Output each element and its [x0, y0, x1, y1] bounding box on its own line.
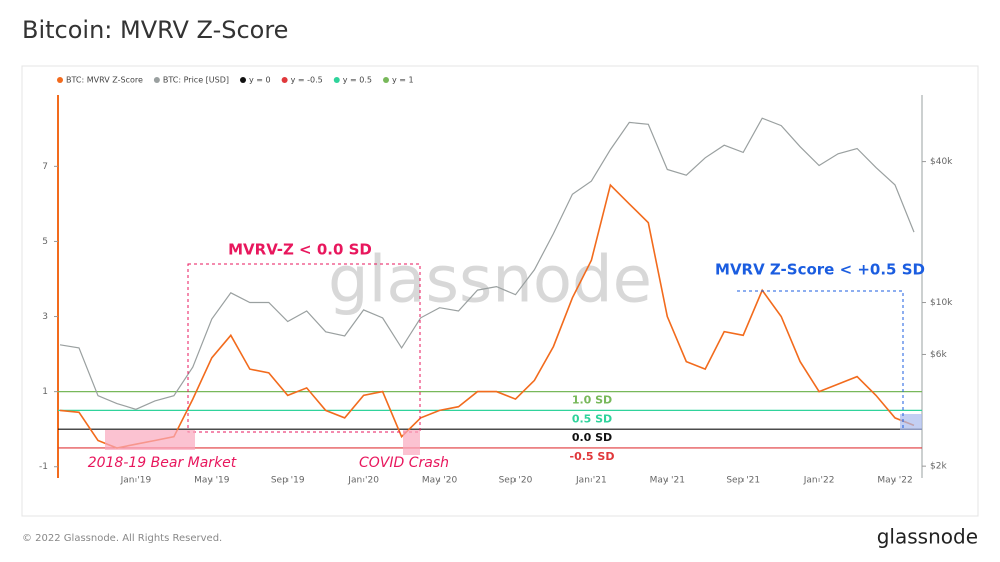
- plot-area: -1 1 3 5 7 $2k $6k $10k $40k Jan '19 May '19 Sep '1…: [39, 76, 953, 486]
- annotation: 2018-19 Bear Market: [88, 455, 237, 471]
- y-tick-label: 7: [42, 162, 48, 172]
- legend-label: y = -0.5: [291, 76, 323, 85]
- x-tick-label: May '21: [650, 476, 685, 486]
- reference-label: 1.0 SD: [572, 394, 612, 407]
- x-tick-label: May '19: [194, 476, 230, 486]
- logo: glassnode: [877, 525, 978, 549]
- y-tick-label: -1: [39, 462, 48, 472]
- reference-label: 0.0 SD: [572, 431, 612, 444]
- series-line: [59, 183, 915, 449]
- annotation-box: [737, 290, 904, 428]
- annotation: MVRV Z-Score < +0.5 SD: [715, 261, 925, 279]
- legend-marker: [240, 77, 246, 83]
- y2-tick-label: $2k: [930, 462, 947, 472]
- y-tick-label: 5: [42, 237, 48, 247]
- legend-marker: [383, 77, 390, 83]
- y2-tick-label: $10k: [930, 298, 953, 308]
- reference-label: -0.5 SD: [570, 450, 615, 463]
- x-tick-label: Jan '22: [803, 476, 835, 486]
- x-tick-label: Sep '19: [271, 476, 305, 486]
- legend-marker: [57, 77, 63, 83]
- reference-label: 0.5 SD: [572, 412, 612, 425]
- highlight: [900, 414, 922, 430]
- legend-label: BTC: Price [USD]: [163, 76, 229, 85]
- legend-label: BTC: MVRV Z-Score: [66, 76, 143, 85]
- x-tick-label: May '20: [422, 476, 458, 486]
- page-title: Bitcoin: MVRV Z-Score: [22, 16, 288, 44]
- annotation-box: [187, 263, 421, 433]
- x-tick-label: Jan '19: [120, 476, 152, 486]
- annotation: COVID Crash: [359, 455, 449, 471]
- legend-marker: [153, 77, 160, 83]
- legend-marker: [281, 77, 288, 83]
- legend-marker: [333, 77, 340, 83]
- x-tick-label: Sep '20: [499, 476, 533, 486]
- x-tick-label: Jan '20: [347, 476, 379, 486]
- y-tick-label: 3: [42, 312, 48, 322]
- highlight: [105, 430, 195, 450]
- x-tick-label: May '22: [877, 476, 912, 486]
- x-tick-label: Sep '21: [726, 476, 760, 486]
- x-tick-label: Jan '21: [575, 476, 607, 486]
- y2-tick-label: $40k: [930, 157, 953, 167]
- legend-label: y = 0.5: [343, 76, 372, 85]
- watermark: glassnode: [328, 244, 652, 318]
- copyright: © 2022 Glassnode. All Rights Reserved.: [22, 533, 222, 544]
- legend-label: y = 1: [392, 76, 414, 85]
- series-line: [59, 117, 915, 410]
- y-tick-label: 1: [42, 387, 48, 397]
- legend-label: y = 0: [249, 76, 271, 85]
- highlight: [403, 430, 420, 455]
- annotation: MVRV-Z < 0.0 SD: [228, 241, 372, 259]
- y2-tick-label: $6k: [930, 350, 947, 360]
